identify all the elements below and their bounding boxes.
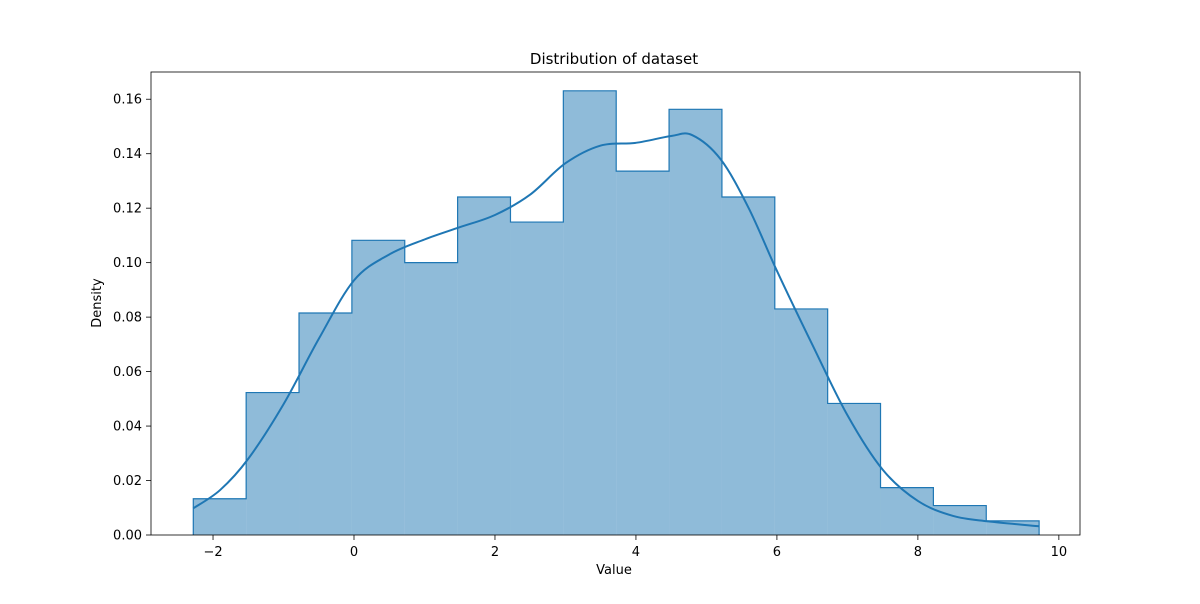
histogram-bar <box>246 392 300 535</box>
y-tick-label: 0.06 <box>113 365 142 380</box>
bars-layer <box>192 90 1040 536</box>
x-axis: −2 0 2 4 6 8 10 <box>203 535 1067 560</box>
x-axis-label: Value <box>596 563 632 578</box>
histogram-bar <box>774 308 828 535</box>
histogram-bar <box>827 403 881 535</box>
kde-curve <box>192 132 1040 528</box>
histogram-bar <box>880 487 934 535</box>
x-tick-label: 8 <box>914 545 922 560</box>
x-tick-label: 10 <box>1051 545 1068 560</box>
y-tick-label: 0.04 <box>113 420 142 435</box>
x-tick-label: −2 <box>203 545 222 560</box>
histogram-bar <box>457 197 511 535</box>
histogram-bar <box>721 197 775 535</box>
y-axis-label: Density <box>90 278 105 328</box>
y-tick-label: 0.00 <box>113 529 142 544</box>
histogram-bar <box>404 262 458 535</box>
histogram-bar <box>299 313 352 535</box>
x-tick-label: 6 <box>773 545 781 560</box>
histogram-bar <box>510 222 564 535</box>
y-tick-label: 0.10 <box>113 256 142 271</box>
y-tick-label: 0.02 <box>113 474 142 489</box>
y-tick-label: 0.14 <box>113 147 142 162</box>
histogram-bar <box>563 90 617 535</box>
y-tick-label: 0.16 <box>113 93 142 108</box>
y-axis: 0.00 0.02 0.04 0.06 0.08 0.10 0.12 0.14 0.16 <box>113 93 151 544</box>
histogram-bar <box>351 240 405 535</box>
x-tick-label: 4 <box>632 545 640 560</box>
histogram-bar <box>193 498 247 535</box>
histogram-bar <box>616 171 670 535</box>
kde-layer <box>192 132 1040 528</box>
histogram-outline <box>192 90 1040 535</box>
x-tick-label: 2 <box>491 545 499 560</box>
chart-title: Distribution of dataset <box>530 50 698 68</box>
plot-frame <box>150 71 1081 536</box>
x-tick-label: 0 <box>350 545 358 560</box>
y-tick-label: 0.08 <box>113 311 142 326</box>
y-tick-label: 0.12 <box>113 202 142 217</box>
histogram-bar <box>669 109 722 536</box>
